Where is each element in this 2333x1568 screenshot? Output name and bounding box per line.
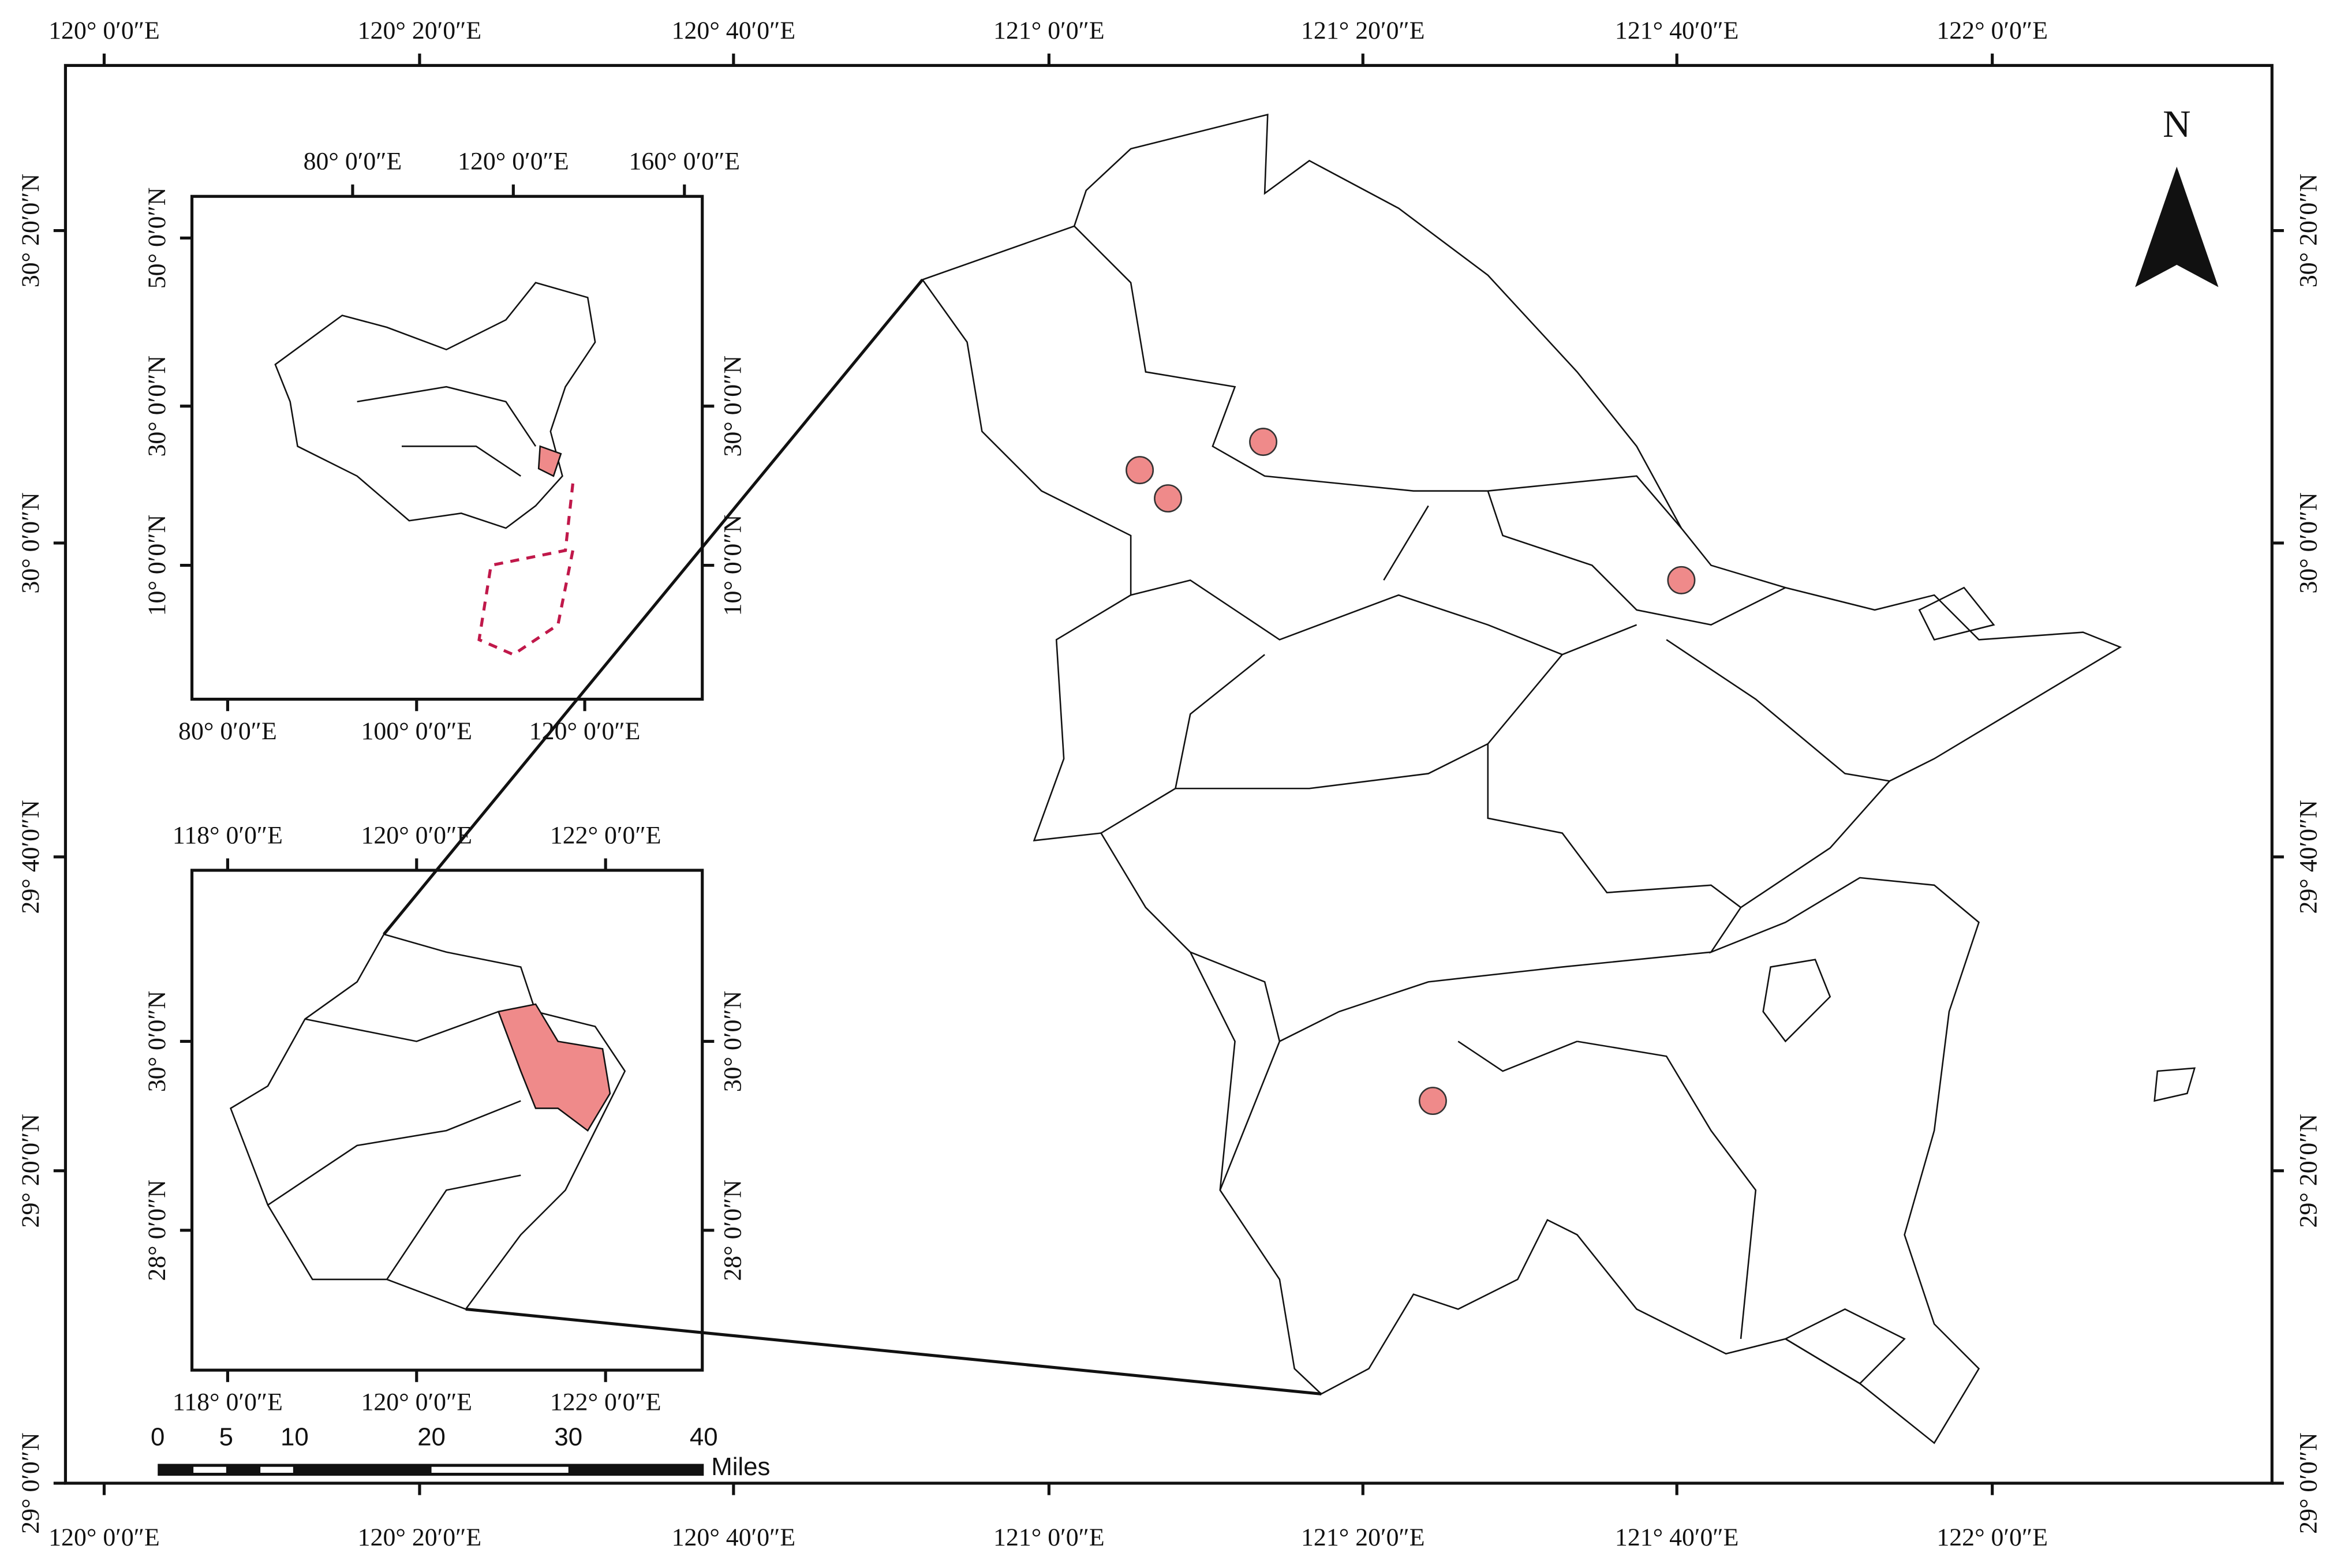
tick-label: 30° 0′0″N <box>719 355 747 457</box>
main-frame <box>63 63 2274 1485</box>
scale-unit: Miles <box>711 1453 770 1481</box>
tick-label: 118° 0′0″E <box>173 821 283 849</box>
sample-sites <box>1126 428 1696 1116</box>
tick-label: 120° 40′0″E <box>672 17 796 44</box>
tick-label: 120° 20′0″E <box>358 17 482 44</box>
site-marker <box>1154 484 1183 513</box>
tick-label: 100° 0′0″E <box>361 717 472 745</box>
highlight-province <box>537 445 562 477</box>
tick-label: 30° 0′0″N <box>143 355 171 457</box>
tick-label: 120° 0′0″E <box>361 821 472 849</box>
scale-label: 5 <box>219 1423 233 1451</box>
country-outline <box>274 282 596 529</box>
site-marker <box>1126 456 1154 485</box>
scale-bar-segment <box>260 1466 293 1473</box>
tick-label: 80° 0′0″E <box>178 717 277 745</box>
tick-label: 121° 40′0″E <box>1615 1524 1739 1551</box>
scale-bar-frame <box>158 1464 704 1476</box>
tick-label: 121° 20′0″E <box>1301 17 1425 44</box>
tick-label: 121° 0′0″E <box>993 17 1105 44</box>
tick-label: 30° 0′0″N <box>719 991 747 1092</box>
tick-label: 121° 20′0″E <box>1301 1524 1425 1551</box>
tick-label: 122° 0′0″E <box>1936 1524 2048 1551</box>
tick-label: 80° 0′0″E <box>304 148 402 175</box>
tick-label: 29° 20′0″N <box>17 1114 44 1228</box>
tick-label: 120° 0′0″E <box>48 1524 160 1551</box>
tick-label: 160° 0′0″E <box>629 148 740 175</box>
tick-label: 28° 0′0″N <box>143 1180 171 1281</box>
tick-label: 30° 20′0″N <box>2294 174 2322 287</box>
tick-label: 118° 0′0″E <box>173 1389 283 1416</box>
tick-label: 10° 0′0″N <box>143 515 171 616</box>
tick-label: 29° 0′0″N <box>2294 1432 2322 1534</box>
tick-label: 121° 40′0″E <box>1615 17 1739 44</box>
tick-label: 121° 0′0″E <box>993 1524 1105 1551</box>
tick-label: 122° 0′0″E <box>1936 17 2048 44</box>
north-label: N <box>2163 103 2190 145</box>
scale-bar-segment <box>193 1466 226 1473</box>
tick-label: 120° 40′0″E <box>672 1524 796 1551</box>
scale-label: 10 <box>281 1423 309 1451</box>
tick-label: 30° 20′0″N <box>17 174 44 287</box>
province-outline <box>229 933 626 1311</box>
tick-label: 120° 0′0″E <box>458 148 569 175</box>
north-arrow <box>2135 166 2219 287</box>
island <box>1762 586 2196 1384</box>
maritime-boundary <box>477 483 575 657</box>
connector-line <box>383 278 924 935</box>
connector-line <box>465 1307 1322 1395</box>
tick-label: 30° 0′0″N <box>2294 492 2322 594</box>
highlight-city <box>497 1003 611 1132</box>
tick-label: 30° 0′0″N <box>143 991 171 1092</box>
tick-label: 29° 40′0″N <box>17 800 44 914</box>
region-outline <box>921 113 2122 1444</box>
tick-label: 120° 0′0″E <box>361 1389 472 1416</box>
tick-label: 122° 0′0″E <box>550 821 661 849</box>
site-marker <box>1249 428 1278 456</box>
scale-label: 20 <box>417 1423 446 1451</box>
tick-label: 120° 0′0″E <box>529 717 641 745</box>
site-marker <box>1418 1087 1447 1116</box>
tick-label: 29° 40′0″N <box>2294 800 2322 914</box>
tick-label: 10° 0′0″N <box>719 515 747 616</box>
scale-bar-segment <box>431 1466 569 1473</box>
tick-label: 29° 0′0″N <box>17 1432 44 1534</box>
tick-label: 28° 0′0″N <box>719 1180 747 1281</box>
district-boundary <box>1074 225 1890 1339</box>
tick-label: 120° 20′0″E <box>358 1524 482 1551</box>
tick-label: 30° 0′0″N <box>17 492 44 594</box>
tick-label: 120° 0′0″E <box>48 17 160 44</box>
inset-frame <box>190 869 704 1372</box>
tick-label: 29° 20′0″N <box>2294 1114 2322 1228</box>
scale-label: 40 <box>690 1423 718 1451</box>
tick-label: 50° 0′0″N <box>143 188 171 289</box>
scale-label: 0 <box>151 1423 164 1451</box>
scale-label: 30 <box>554 1423 582 1451</box>
tick-label: 122° 0′0″E <box>550 1389 661 1416</box>
inset-frame <box>190 194 704 701</box>
site-marker <box>1667 566 1696 594</box>
